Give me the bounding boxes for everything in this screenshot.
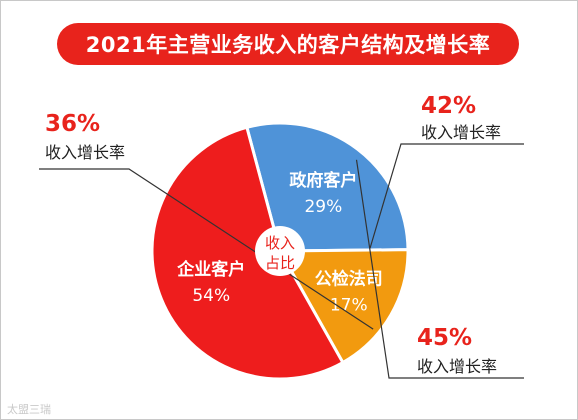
pie-center-circle [255,226,305,276]
center-label-line: 占比 [265,254,295,272]
growth-rate-value: 45% [417,325,472,351]
growth-rate-caption: 收入增长率 [417,357,497,376]
watermark-text: 太盟三瑞 [7,403,51,416]
growth-rate-value: 36% [45,111,100,137]
pie-slice-2 [277,248,410,365]
slice-share-label: 29% [304,197,342,217]
slice-name-label: 公检法司 [315,269,383,290]
leader-line [355,159,524,379]
growth-rate-caption: 收入增长率 [421,123,501,142]
growth-rate-caption: 收入增长率 [45,143,125,162]
center-label-line: 收入 [265,234,295,252]
slice-share-label: 54% [192,286,230,306]
chart-title: 2021年主营业务收入的客户结构及增长率 [57,23,519,65]
growth-rate-value: 42% [421,93,476,119]
leader-line [39,168,374,330]
slice-share-label: 17% [330,296,368,316]
pie-slice-1 [245,121,410,253]
pie-slice-3 [150,125,345,381]
slice-name-label: 企业客户 [176,259,245,280]
slice-name-label: 政府客户 [289,170,357,191]
